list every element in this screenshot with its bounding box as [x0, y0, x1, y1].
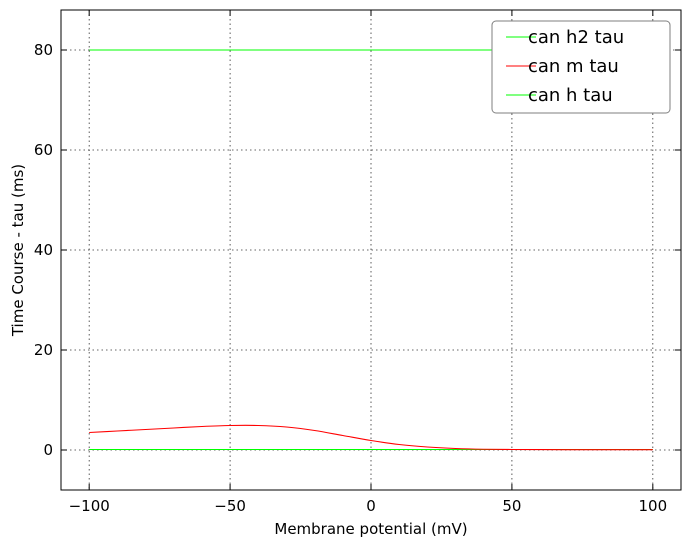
- y-tick-label: 40: [34, 241, 53, 259]
- legend-entry: can h tau: [528, 85, 613, 106]
- legend-entry: can h2 tau: [528, 27, 624, 48]
- x-axis-label: Membrane potential (mV): [274, 520, 467, 538]
- x-tick-label: 50: [502, 497, 521, 515]
- series-line-can-m-tau: [89, 424, 653, 451]
- y-tick-label: 80: [34, 41, 53, 59]
- y-axis-label: Time Course - tau (ms): [9, 164, 27, 337]
- legend-box: [491, 20, 671, 114]
- x-tick-label: 0: [366, 497, 376, 515]
- y-tick-label: 60: [34, 141, 53, 159]
- legend: can h2 tau can m tau can h tau: [491, 20, 671, 114]
- legend-entry: can m tau: [528, 56, 619, 77]
- x-tick-label: −50: [214, 497, 246, 515]
- y-tick-label: 20: [34, 341, 53, 359]
- x-tick-label: −100: [69, 497, 110, 515]
- x-tick-label: 100: [638, 497, 667, 515]
- y-tick-label: 0: [43, 441, 53, 459]
- grid: [61, 10, 681, 490]
- ticks: −100 −50 0 50 100 0 20 40 60 80: [34, 10, 681, 515]
